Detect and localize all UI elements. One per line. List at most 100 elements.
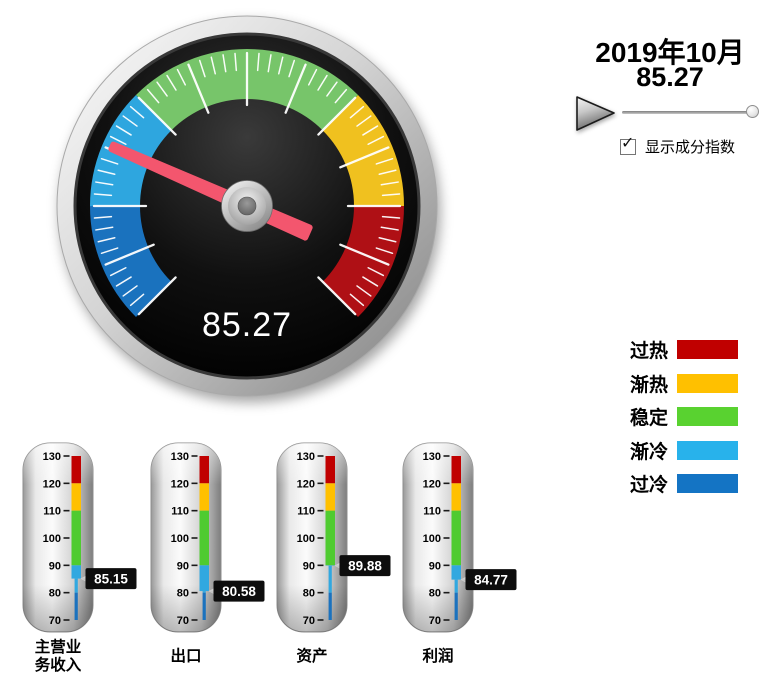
thermo-zone (199, 483, 209, 511)
legend-label: 过冷 (629, 475, 668, 497)
show-components-checkbox[interactable]: ✓ (620, 134, 636, 155)
gauge-zone (90, 206, 172, 318)
gauge-zone (322, 206, 404, 318)
thermo-tick-label: 70 (303, 615, 315, 627)
legend-label: 渐冷 (629, 441, 668, 463)
thermometer-0: 130 120 110 100 90 80 70 85.15 主营业 务收入 (22, 441, 152, 681)
thermo-zone (325, 456, 335, 484)
thermo-tick-label: 70 (177, 615, 189, 627)
thermo-zone (325, 510, 335, 566)
thermo-tick-label: 120 (297, 478, 315, 490)
legend-item: 过冷 (598, 467, 738, 501)
thermo-zone (71, 565, 81, 579)
value-tooltip (465, 569, 517, 591)
value-marker-icon (80, 571, 95, 587)
thermo-zone (199, 565, 209, 592)
legend-swatch (677, 440, 738, 460)
legend-item: 稳定 (598, 400, 738, 434)
thermo-tick-label: 110 (423, 506, 441, 518)
tooltip-value: 80.58 (222, 584, 256, 599)
gauge-zone (322, 94, 404, 206)
thermometer-svg: 130 120 110 100 90 80 70 84.77 (402, 442, 517, 633)
value-marker-icon (208, 583, 223, 599)
value-tooltip (213, 580, 265, 602)
thermo-zone (199, 456, 209, 484)
thermo-tick-label: 120 (171, 478, 189, 490)
business-climate-gauge: 85.27 (56, 15, 438, 397)
thermo-tick-label: 100 (297, 533, 315, 545)
thermo-tick-label: 90 (429, 560, 441, 572)
timeline-slider-track[interactable] (622, 105, 759, 118)
thermo-tick-label: 80 (429, 588, 441, 600)
index-value: 85.27 (636, 62, 704, 92)
slider-thumb[interactable] (746, 105, 759, 118)
show-components-row: ✓ 显示成分指数 (620, 134, 736, 157)
thermometer-label: 资产 (296, 648, 328, 665)
thermometer-3: 130 120 110 100 90 80 70 84.77 利润 (402, 441, 532, 681)
legend-swatch (677, 474, 738, 494)
thermo-tick-label: 110 (171, 506, 189, 518)
thermo-zone (451, 510, 461, 566)
thermo-tick-label: 130 (171, 451, 189, 463)
thermo-tick-label: 120 (43, 478, 61, 490)
period-label: 2019年10月 (595, 37, 745, 68)
thermo-zone (71, 483, 81, 511)
value-tooltip (85, 568, 137, 590)
thermo-zone (199, 510, 209, 566)
thermo-tick-label: 90 (177, 560, 189, 572)
play-icon (576, 96, 615, 131)
tooltip-value: 84.77 (474, 572, 508, 587)
thermometer-1: 130 120 110 100 90 80 70 80.58 出口 (150, 441, 280, 681)
legend-swatch (677, 340, 738, 360)
legend-label: 稳定 (629, 408, 668, 430)
legend-item: 渐冷 (598, 434, 738, 468)
thermo-tick-label: 80 (49, 588, 61, 600)
legend-swatch (677, 407, 738, 427)
thermo-zone (451, 565, 461, 580)
thermo-zone (451, 483, 461, 511)
thermo-zone (451, 456, 461, 484)
thermo-tick-label: 80 (303, 588, 315, 600)
thermo-tick-label: 110 (43, 506, 61, 518)
gauge-value: 85.27 (202, 306, 292, 344)
thermometer-svg: 130 120 110 100 90 80 70 80.58 (150, 442, 265, 633)
thermo-tick-label: 110 (297, 506, 315, 518)
legend-item: 渐热 (598, 367, 738, 401)
thermo-zone (71, 456, 81, 484)
play-button[interactable] (574, 93, 618, 135)
thermometer-label: 主营业 务收入 (34, 639, 82, 674)
legend-label: 过热 (629, 341, 668, 363)
thermo-tick-label: 120 (423, 478, 441, 490)
thermometer-svg: 130 120 110 100 90 80 70 89.88 (276, 442, 391, 633)
thermo-capsule (22, 442, 94, 633)
thermometer-label: 利润 (422, 648, 454, 665)
thermo-tick-label: 70 (429, 615, 441, 627)
thermometer-svg: 130 120 110 100 90 80 70 85.15 (22, 442, 137, 633)
value-tooltip (339, 555, 391, 577)
checkbox-label: 显示成分指数 (645, 139, 736, 156)
thermo-tick-label: 130 (423, 451, 441, 463)
legend: 过热渐热稳定渐冷过冷 (598, 333, 738, 501)
thermo-tick-label: 70 (49, 615, 61, 627)
legend-swatch (677, 373, 738, 393)
thermo-tick-label: 90 (49, 560, 61, 572)
thermo-tick-label: 100 (43, 533, 61, 545)
legend-label: 渐热 (629, 374, 668, 396)
thermometer-label: 出口 (170, 648, 202, 665)
tooltip-value: 85.15 (94, 571, 128, 586)
checkmark-icon: ✓ (621, 134, 635, 152)
thermo-tick-label: 130 (43, 451, 61, 463)
thermo-tick-label: 90 (303, 560, 315, 572)
thermo-tick-label: 100 (171, 533, 189, 545)
thermo-capsule (276, 442, 348, 633)
thermometer-2: 130 120 110 100 90 80 70 89.88 资产 (276, 441, 406, 681)
legend-item: 过热 (598, 333, 738, 367)
thermo-zone (325, 483, 335, 511)
thermo-tick-label: 130 (297, 451, 315, 463)
tooltip-value: 89.88 (348, 558, 382, 573)
thermo-capsule (150, 442, 222, 633)
thermo-zone (71, 510, 81, 566)
value-marker-icon (460, 572, 475, 588)
thermo-capsule (402, 442, 474, 633)
